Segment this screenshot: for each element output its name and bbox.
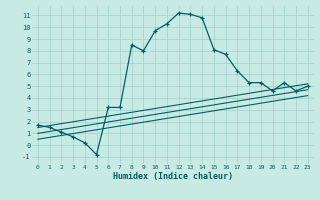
X-axis label: Humidex (Indice chaleur): Humidex (Indice chaleur) — [113, 172, 233, 181]
